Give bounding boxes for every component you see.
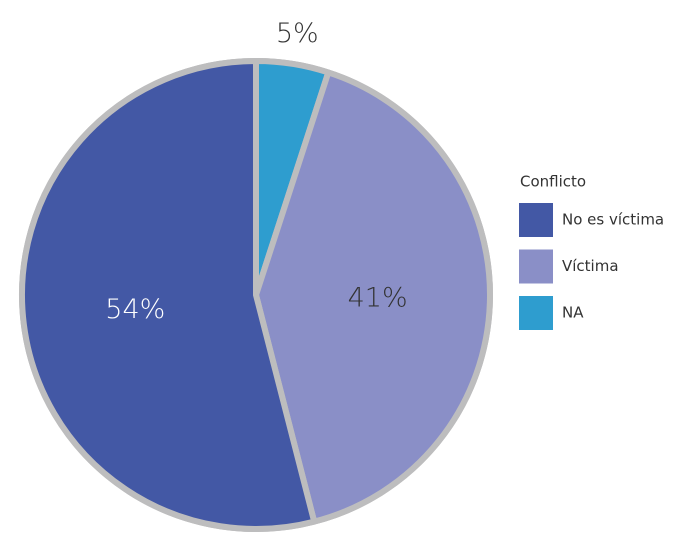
legend-label: No es víctima [562, 211, 664, 229]
data-label: 41% [348, 282, 408, 313]
pie-slice [253, 69, 493, 525]
data-label: 54% [105, 294, 165, 325]
legend-label: Víctima [562, 257, 619, 275]
legend-swatch [519, 203, 553, 237]
legend-swatch [519, 249, 553, 284]
data-label: 5% [276, 18, 319, 49]
legend-label: NA [562, 304, 584, 322]
legend-swatch [519, 296, 553, 330]
pie-slice [19, 58, 318, 532]
legend-title: Conflicto [520, 173, 586, 191]
